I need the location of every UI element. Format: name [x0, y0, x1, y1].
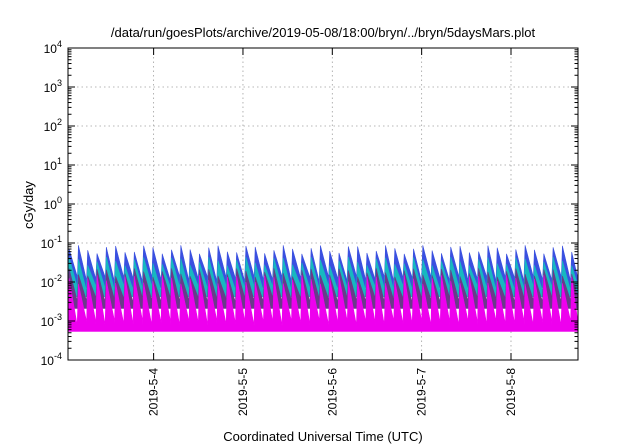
y-axis-label: cGy/day — [21, 181, 36, 229]
x-tick-labels: 2019-5-4 2019-5-5 2019-5-6 2019-5-7 2019-5-8 — [147, 368, 518, 416]
y-tick-label: 101 — [44, 156, 62, 173]
y-tick-label: 10-4 — [41, 351, 62, 368]
y-tick-label: 100 — [44, 195, 62, 212]
y-tick-label: 102 — [44, 117, 62, 134]
y-tick-label: 104 — [44, 39, 62, 56]
x-axis-label: Coordinated Universal Time (UTC) — [223, 429, 422, 444]
series-band-4 — [68, 275, 578, 332]
x-tick-label: 2019-5-8 — [504, 368, 518, 416]
series-layer — [68, 245, 578, 332]
x-tick-label: 2019-5-7 — [415, 368, 429, 416]
y-tick-label: 10-2 — [41, 273, 62, 290]
x-tick-label: 2019-5-4 — [147, 368, 161, 416]
y-tick-labels: 10-4 10-3 10-2 10-1 100 101 102 103 104 — [41, 39, 62, 368]
y-tick-label: 10-1 — [41, 234, 62, 251]
ticks — [68, 47, 578, 361]
x-tick-label: 2019-5-6 — [325, 368, 339, 416]
y-tick-label: 103 — [44, 78, 62, 95]
chart-title: /data/run/goesPlots/archive/2019-05-08/1… — [111, 25, 536, 40]
x-tick-label: 2019-5-5 — [236, 368, 250, 416]
y-tick-label: 10-3 — [41, 312, 62, 329]
